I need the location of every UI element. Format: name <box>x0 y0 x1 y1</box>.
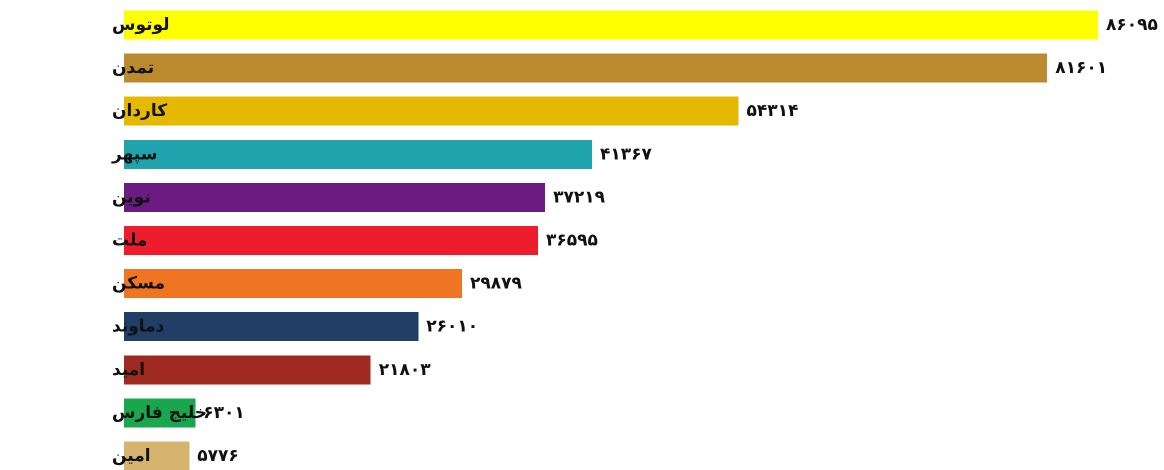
value-label-8: ۲۱۸۰۳ <box>379 360 432 380</box>
category-label-8: امید <box>112 360 145 380</box>
category-label-0: لوتوس <box>112 15 170 35</box>
value-label-9: ۶۳۰۱ <box>203 403 245 423</box>
bar-1 <box>124 53 1048 83</box>
bar-10 <box>124 441 190 470</box>
bar-7 <box>124 312 419 342</box>
category-label-10: امین <box>112 446 151 466</box>
category-label-9: خلیج فارس <box>112 403 207 423</box>
value-label-10: ۵۷۷۶ <box>197 446 239 466</box>
bar-5 <box>124 226 538 255</box>
value-label-4: ۳۷۲۱۹ <box>553 187 606 207</box>
value-label-7: ۲۶۰۱۰ <box>426 317 478 337</box>
category-label-3: سپهر <box>111 144 157 164</box>
category-label-1: تمدن <box>112 58 154 78</box>
value-label-6: ۲۹۸۷۹ <box>470 274 523 294</box>
category-labels-layer: لوتوس تمدن کاردان سپهر نوین ملت مسکن دماوند امید… <box>111 15 207 466</box>
bar-2 <box>124 96 739 126</box>
category-label-6: مسکن <box>112 274 165 294</box>
bars-layer <box>124 10 1098 470</box>
value-label-2: ۵۴۳۱۴ <box>747 101 799 121</box>
value-label-5: ۳۶۵۹۵ <box>546 231 598 251</box>
value-label-0: ۸۶۰۹۵ <box>1106 15 1158 35</box>
bar-9 <box>124 398 196 428</box>
bar-4 <box>124 182 546 212</box>
value-label-3: ۴۱۳۶۷ <box>600 144 653 164</box>
value-labels-layer: ۸۶۰۹۵ ۸۱۶۰۱ ۵۴۳۱۴ ۴۱۳۶۷ ۳۷۲۱۹ ۳۶۵۹۵ ۲۹۸۷۹ ۲۶۰۱۰… <box>197 15 1158 466</box>
category-label-2: کاردان <box>112 101 167 121</box>
bar-8 <box>124 355 371 385</box>
bar-6 <box>124 269 462 299</box>
category-label-7: دماوند <box>112 317 165 337</box>
category-label-4: نوین <box>112 187 151 207</box>
bar-3 <box>124 139 592 169</box>
value-label-1: ۸۱۶۰۱ <box>1055 58 1107 78</box>
bar-0 <box>124 10 1098 40</box>
category-label-5: ملت <box>112 231 147 251</box>
